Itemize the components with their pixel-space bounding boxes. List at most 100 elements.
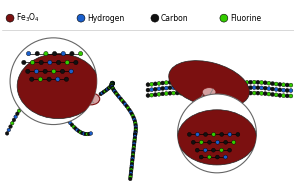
Circle shape (52, 100, 55, 104)
Circle shape (133, 133, 137, 136)
Circle shape (241, 81, 245, 85)
Circle shape (22, 101, 26, 105)
Circle shape (132, 148, 135, 151)
Circle shape (215, 94, 220, 98)
Circle shape (204, 132, 207, 136)
Circle shape (186, 81, 190, 85)
Circle shape (183, 86, 186, 90)
Circle shape (271, 82, 274, 86)
Circle shape (215, 89, 220, 92)
Circle shape (113, 89, 116, 93)
Circle shape (47, 77, 51, 81)
Circle shape (110, 82, 114, 85)
Circle shape (238, 87, 242, 91)
Circle shape (43, 69, 47, 74)
Circle shape (150, 82, 154, 86)
Circle shape (89, 132, 93, 135)
Circle shape (164, 86, 168, 90)
Circle shape (16, 112, 19, 115)
Circle shape (102, 90, 105, 94)
Circle shape (75, 128, 79, 132)
Circle shape (260, 81, 263, 84)
Circle shape (122, 101, 126, 104)
Circle shape (123, 102, 127, 106)
Circle shape (252, 86, 256, 90)
Circle shape (194, 82, 198, 86)
Circle shape (129, 170, 133, 173)
Circle shape (110, 84, 113, 88)
Circle shape (271, 92, 274, 96)
Circle shape (249, 91, 252, 95)
Circle shape (131, 151, 135, 155)
Circle shape (168, 91, 172, 95)
Circle shape (220, 14, 228, 22)
Circle shape (197, 82, 201, 86)
Circle shape (131, 114, 135, 118)
Circle shape (220, 148, 223, 152)
Circle shape (52, 51, 57, 56)
Circle shape (39, 92, 43, 95)
Circle shape (183, 91, 186, 95)
Circle shape (212, 83, 216, 87)
Ellipse shape (17, 54, 99, 119)
Circle shape (227, 88, 231, 92)
Circle shape (109, 85, 112, 88)
Circle shape (281, 88, 286, 92)
Circle shape (111, 87, 115, 91)
Circle shape (153, 87, 157, 91)
Circle shape (86, 132, 89, 136)
Circle shape (100, 91, 104, 95)
Circle shape (110, 83, 113, 87)
Circle shape (274, 93, 278, 97)
Circle shape (26, 97, 29, 101)
Circle shape (6, 14, 14, 22)
Circle shape (278, 93, 282, 97)
Circle shape (48, 97, 52, 100)
Circle shape (130, 168, 133, 171)
Circle shape (133, 131, 137, 135)
Circle shape (108, 85, 112, 89)
Circle shape (111, 82, 115, 86)
Circle shape (194, 93, 198, 96)
Circle shape (55, 104, 58, 108)
Circle shape (161, 86, 165, 90)
Circle shape (190, 87, 194, 91)
Text: Fe$_3$O$_4$: Fe$_3$O$_4$ (16, 12, 40, 24)
Circle shape (190, 92, 194, 96)
Circle shape (130, 160, 134, 164)
Circle shape (200, 140, 203, 144)
Circle shape (263, 92, 267, 96)
Circle shape (24, 99, 28, 103)
Circle shape (69, 69, 73, 74)
Circle shape (201, 88, 205, 92)
Circle shape (63, 115, 67, 119)
Circle shape (245, 86, 249, 90)
Circle shape (77, 14, 85, 22)
Circle shape (65, 60, 69, 65)
Circle shape (110, 81, 114, 85)
Circle shape (215, 140, 220, 144)
Circle shape (70, 51, 74, 56)
Ellipse shape (202, 88, 216, 96)
Circle shape (14, 115, 17, 119)
Circle shape (146, 88, 150, 92)
Circle shape (256, 80, 260, 84)
Circle shape (112, 88, 115, 92)
Circle shape (289, 83, 293, 87)
Circle shape (195, 148, 199, 152)
Circle shape (201, 83, 205, 86)
Circle shape (172, 80, 176, 84)
Circle shape (110, 83, 114, 87)
Circle shape (230, 82, 234, 86)
Circle shape (191, 140, 195, 144)
Circle shape (56, 77, 60, 81)
Circle shape (205, 94, 209, 98)
Circle shape (289, 89, 293, 93)
Circle shape (43, 93, 46, 97)
Circle shape (150, 88, 154, 92)
Circle shape (207, 140, 211, 144)
Circle shape (111, 81, 114, 85)
Circle shape (19, 106, 22, 110)
Circle shape (133, 135, 137, 138)
Circle shape (151, 14, 159, 22)
